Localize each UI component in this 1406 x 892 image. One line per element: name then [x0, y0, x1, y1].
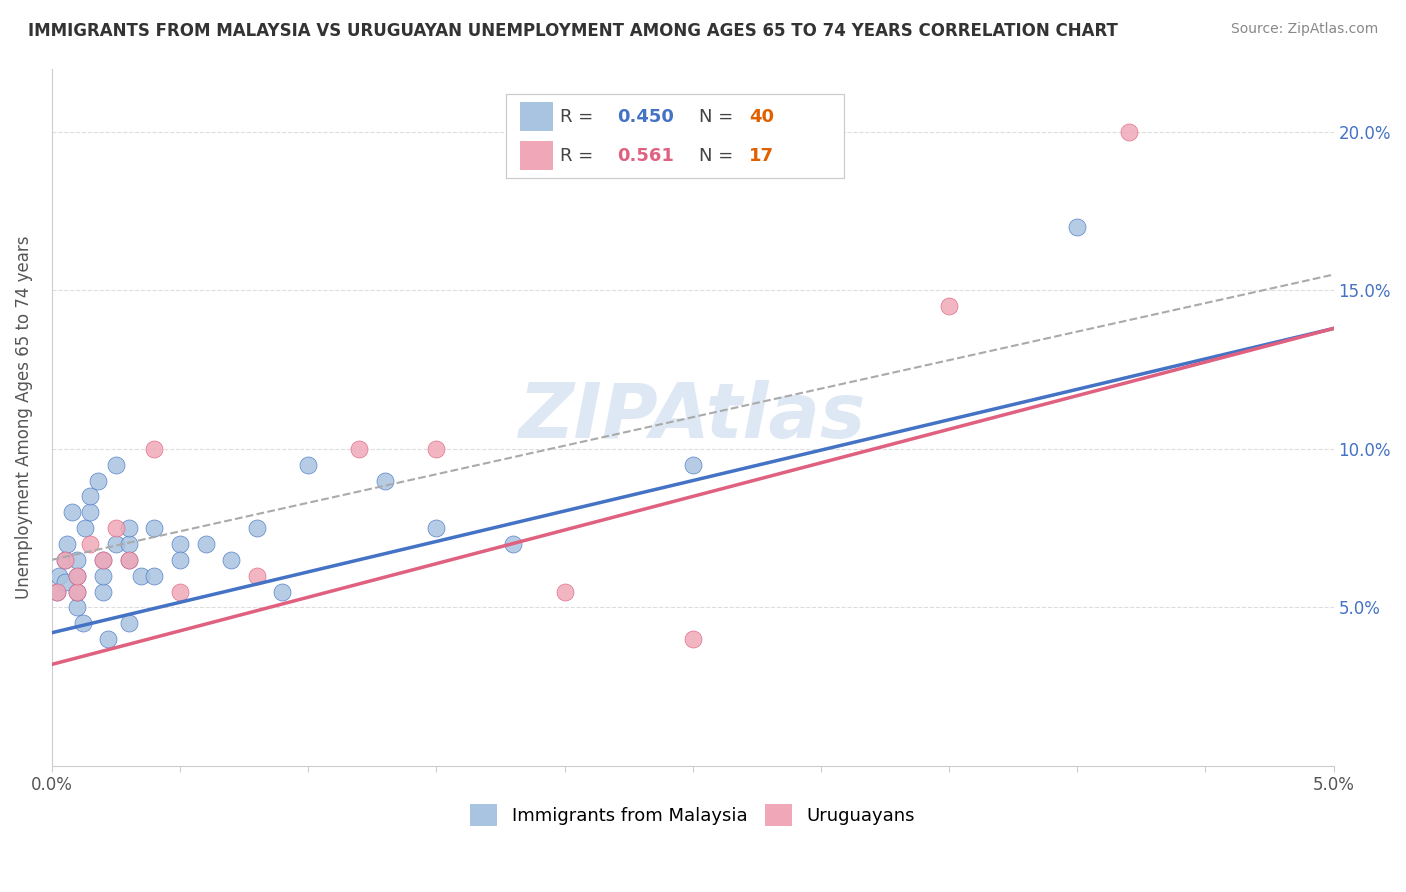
Point — [66, 600, 89, 615]
Point — [143, 442, 166, 456]
Point — [169, 537, 191, 551]
Point — [72, 616, 94, 631]
Bar — [520, 141, 554, 169]
Point — [97, 632, 120, 646]
Text: 0.450: 0.450 — [617, 108, 675, 126]
Point — [143, 568, 166, 582]
Y-axis label: Unemployment Among Ages 65 to 74 years: Unemployment Among Ages 65 to 74 years — [15, 235, 32, 599]
Text: R =: R = — [560, 146, 599, 164]
Point — [374, 474, 396, 488]
Point — [169, 584, 191, 599]
Point — [194, 537, 217, 551]
Point — [79, 490, 101, 504]
Point — [271, 584, 294, 599]
Legend: Immigrants from Malaysia, Uruguayans: Immigrants from Malaysia, Uruguayans — [463, 797, 922, 833]
Text: ZIPAtlas: ZIPAtlas — [519, 380, 866, 454]
Point — [553, 584, 575, 599]
Point — [79, 537, 101, 551]
Point — [56, 537, 79, 551]
Point — [118, 537, 141, 551]
Point — [143, 521, 166, 535]
Bar — [520, 103, 554, 131]
Point — [66, 553, 89, 567]
Point — [425, 521, 447, 535]
Point — [118, 553, 141, 567]
Point — [87, 474, 110, 488]
Point — [104, 458, 127, 472]
Text: 17: 17 — [749, 146, 775, 164]
Point — [53, 553, 76, 567]
Point — [91, 568, 114, 582]
Point — [45, 584, 67, 599]
Point — [91, 553, 114, 567]
Point — [349, 442, 371, 456]
Point — [60, 505, 83, 519]
Point — [66, 584, 89, 599]
Point — [75, 521, 97, 535]
Point — [66, 568, 89, 582]
Text: 40: 40 — [749, 108, 775, 126]
Point — [219, 553, 242, 567]
Point — [104, 521, 127, 535]
Text: N =: N = — [699, 146, 738, 164]
Point — [53, 574, 76, 589]
Point — [425, 442, 447, 456]
Text: 0.561: 0.561 — [617, 146, 675, 164]
Point — [1066, 219, 1088, 234]
Point — [169, 553, 191, 567]
Point — [91, 584, 114, 599]
Point — [1118, 125, 1140, 139]
Point — [104, 537, 127, 551]
Point — [938, 299, 960, 313]
Point — [118, 616, 141, 631]
Point — [502, 537, 524, 551]
Point — [118, 521, 141, 535]
Point — [45, 584, 67, 599]
Text: R =: R = — [560, 108, 599, 126]
Point — [682, 632, 704, 646]
Point — [246, 521, 269, 535]
Point — [297, 458, 319, 472]
Point — [66, 568, 89, 582]
Point — [53, 553, 76, 567]
Text: IMMIGRANTS FROM MALAYSIA VS URUGUAYAN UNEMPLOYMENT AMONG AGES 65 TO 74 YEARS COR: IMMIGRANTS FROM MALAYSIA VS URUGUAYAN UN… — [28, 22, 1118, 40]
Text: Source: ZipAtlas.com: Source: ZipAtlas.com — [1230, 22, 1378, 37]
Text: N =: N = — [699, 108, 738, 126]
Point — [91, 553, 114, 567]
Point — [79, 505, 101, 519]
Point — [48, 568, 70, 582]
Point — [131, 568, 153, 582]
Point — [682, 458, 704, 472]
Point — [118, 553, 141, 567]
Point — [246, 568, 269, 582]
Point — [66, 584, 89, 599]
